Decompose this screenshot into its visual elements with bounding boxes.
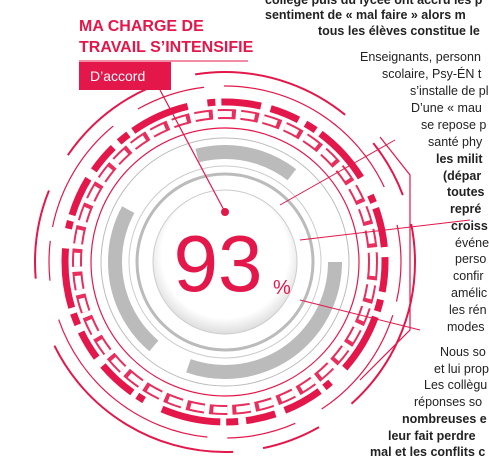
text-line: tous les élèves constitue le xyxy=(318,24,480,38)
text-line: Enseignants, personn xyxy=(360,50,481,64)
text-line: les rén xyxy=(449,303,487,317)
title: TRAVAIL S’INTENSIFIE xyxy=(79,39,254,56)
text-line: se repose p xyxy=(421,118,486,132)
text-line: leur fait perdre xyxy=(388,429,476,443)
body-text: collège puis du lycée ont accru les psen… xyxy=(265,0,489,459)
text-line: (dépar xyxy=(443,169,481,183)
text-line: Nous so xyxy=(440,345,486,359)
text-line: Les collègu xyxy=(424,378,487,392)
unit: % xyxy=(273,277,291,299)
text-line: s’installe de plu xyxy=(410,84,489,98)
text-line: réponses so xyxy=(414,395,482,409)
decor xyxy=(34,60,471,453)
big-number: 93 xyxy=(174,219,263,308)
text-line: les milit xyxy=(436,152,483,166)
text-line: amélic xyxy=(451,286,487,300)
title: MA CHARGE DE xyxy=(79,18,204,35)
text-line: modes xyxy=(447,320,485,334)
text-line: et lui prop xyxy=(434,362,489,376)
text-line: santé phy xyxy=(428,135,483,149)
text-line: sentiment de « mal faire » alors m xyxy=(265,8,466,22)
text-line: mal et les conflits c xyxy=(370,445,485,459)
text-line: croiss xyxy=(451,219,488,233)
text-line: scolaire, Psy-ÉN t xyxy=(382,66,482,81)
label: D’accord xyxy=(90,68,145,84)
text-line: confir xyxy=(453,269,484,283)
text-line: nombreuses e xyxy=(402,412,487,426)
text-line: événe xyxy=(455,236,489,250)
text-line: collège puis du lycée ont accru les p xyxy=(265,0,483,7)
text-line: perso xyxy=(455,252,486,266)
text-line: repré xyxy=(450,202,481,216)
text-line: D’une « mau xyxy=(411,101,482,115)
text-line: toutes xyxy=(447,185,485,199)
